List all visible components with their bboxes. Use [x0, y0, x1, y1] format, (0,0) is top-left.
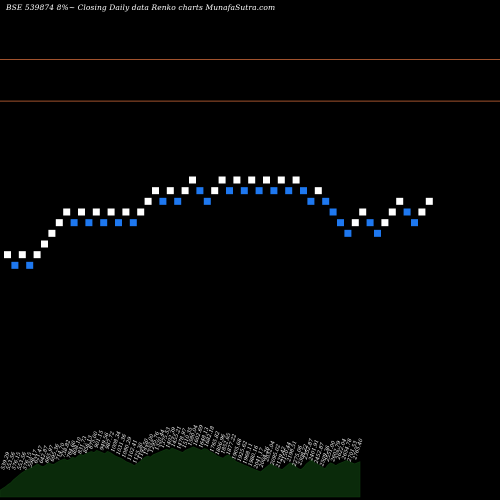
renko-brick-down	[129, 219, 137, 227]
renko-brick-down	[255, 187, 263, 195]
volume-label: 856.13	[83, 434, 95, 454]
volume-label: 553.56	[17, 451, 29, 471]
renko-brick-down	[226, 187, 233, 195]
volume-label: 539.29	[0, 451, 12, 471]
renko-brick-down	[285, 187, 293, 195]
renko-brick-up	[122, 208, 130, 216]
renko-brick-down	[411, 219, 418, 227]
renko-brick-up	[218, 176, 226, 184]
volume-label: 714.70	[55, 442, 67, 462]
renko-brick-up	[388, 208, 396, 216]
renko-brick-down	[307, 197, 315, 205]
volume-label: 901.15	[94, 430, 105, 449]
renko-brick-up	[18, 251, 26, 259]
volume-label: 576.15	[22, 451, 33, 470]
volume-label: 831.73	[77, 435, 89, 455]
renko-brick-up	[211, 187, 219, 195]
volume-label: 665.97	[44, 444, 56, 464]
renko-brick-down	[70, 219, 78, 227]
renko-brick-down	[85, 219, 93, 227]
renko-brick-up	[189, 176, 196, 184]
volume-label: 875.00	[88, 430, 100, 450]
volume-area	[0, 446, 361, 498]
renko-brick-up	[418, 208, 426, 216]
renko-brick-up	[152, 187, 159, 195]
renko-brick-down	[26, 261, 34, 269]
renko-brick-down	[270, 187, 278, 195]
renko-brick-down	[366, 219, 374, 227]
volume-panel	[0, 446, 361, 498]
renko-brick-down	[11, 261, 19, 269]
renko-brick-down	[337, 219, 344, 227]
chart-title: BSE 539874 8%~ Closing Daily data Renko …	[6, 3, 276, 12]
renko-brick-up	[248, 176, 256, 184]
renko-brick-down	[203, 197, 211, 205]
volume-label: 553.56	[6, 451, 18, 471]
renko-brick-up	[55, 219, 63, 227]
volume-label: 808.10	[72, 436, 84, 456]
renko-brick-up	[359, 208, 367, 216]
renko-brick-down	[344, 229, 352, 237]
renko-brick-up	[263, 176, 270, 184]
renko-brick-up	[314, 187, 322, 195]
renko-brick-down	[174, 197, 182, 205]
renko-brick-up	[48, 229, 56, 237]
volume-label: 621.47	[33, 444, 45, 464]
renko-brick-down	[403, 208, 411, 216]
renko-brick-up	[63, 208, 71, 216]
renko-brick-down	[100, 219, 108, 227]
renko-brick-down	[374, 229, 381, 237]
renko-brick-down	[115, 219, 122, 227]
renko-brick-up	[137, 208, 145, 216]
renko-brick-up	[107, 208, 115, 216]
renko-brick-up	[33, 251, 41, 259]
renko-brick-up	[292, 176, 300, 184]
volume-label: 738.82	[61, 439, 72, 458]
renko-brick-down	[329, 208, 337, 216]
volume-label: 987.72	[105, 431, 116, 450]
renko-brick-up	[78, 208, 85, 216]
renko-brick-up	[4, 251, 11, 259]
volume-label: 949.56	[99, 431, 111, 451]
volume-label: 784.60	[66, 439, 78, 459]
renko-brick-up	[425, 197, 433, 205]
renko-brick-up	[181, 187, 189, 195]
renko-brick-down	[159, 197, 167, 205]
renko-brick-up	[166, 187, 174, 195]
renko-brick-down	[196, 187, 204, 195]
renko-brick-up	[351, 219, 359, 227]
renko-brick-up	[277, 176, 285, 184]
renko-brick-up	[144, 197, 152, 205]
renko-brick-down	[322, 197, 330, 205]
renko-brick-down	[300, 187, 307, 195]
renko-brick-down	[240, 187, 248, 195]
renko-bricks	[4, 176, 433, 269]
renko-brick-up	[41, 240, 48, 248]
level-lines	[0, 58, 500, 102]
volume-label: 598.17	[28, 448, 40, 468]
renko-brick-up	[92, 208, 100, 216]
renko-brick-up	[396, 197, 404, 205]
renko-brick-up	[233, 176, 241, 184]
renko-brick-up	[381, 219, 389, 227]
volume-label: 695.36	[50, 443, 62, 463]
volume-label: 576.15	[11, 451, 22, 470]
volume-labels: 539.29553.56576.15553.56576.15598.17621.…	[0, 424, 365, 471]
volume-label: 642.87	[39, 444, 51, 464]
